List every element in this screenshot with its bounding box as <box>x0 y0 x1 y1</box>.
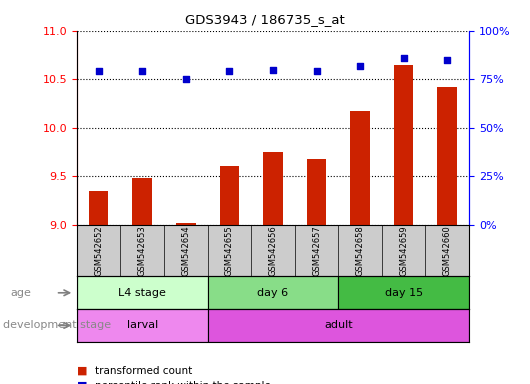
Bar <box>77 309 208 342</box>
Point <box>443 57 452 63</box>
Text: GSM542655: GSM542655 <box>225 225 234 276</box>
Text: ■: ■ <box>77 381 87 384</box>
Text: GSM542657: GSM542657 <box>312 225 321 276</box>
Text: percentile rank within the sample: percentile rank within the sample <box>95 381 271 384</box>
Point <box>400 55 408 61</box>
Text: age: age <box>11 288 31 298</box>
Bar <box>394 65 413 225</box>
Text: day 15: day 15 <box>385 288 423 298</box>
Bar <box>219 167 239 225</box>
Bar <box>89 191 109 225</box>
Text: GSM542656: GSM542656 <box>269 225 277 276</box>
Bar <box>132 178 152 225</box>
Text: GSM542653: GSM542653 <box>138 225 147 276</box>
Text: GSM542658: GSM542658 <box>356 225 365 276</box>
Text: adult: adult <box>324 320 352 331</box>
Bar <box>77 276 208 309</box>
Point <box>138 68 146 74</box>
Point <box>182 76 190 82</box>
Bar <box>176 223 196 225</box>
Point <box>356 63 364 69</box>
Bar <box>437 87 457 225</box>
Text: development stage: development stage <box>3 320 111 331</box>
Text: ■: ■ <box>77 366 87 376</box>
Bar <box>208 309 469 342</box>
Text: GSM542652: GSM542652 <box>94 225 103 276</box>
Point <box>94 68 103 74</box>
Text: GSM542654: GSM542654 <box>181 225 190 276</box>
Bar <box>307 159 326 225</box>
Bar <box>350 111 370 225</box>
Text: transformed count: transformed count <box>95 366 192 376</box>
Text: GDS3943 / 186735_s_at: GDS3943 / 186735_s_at <box>185 13 345 26</box>
Text: day 6: day 6 <box>258 288 288 298</box>
Bar <box>208 276 338 309</box>
Text: GSM542659: GSM542659 <box>399 225 408 276</box>
Point <box>225 68 234 74</box>
Point <box>312 68 321 74</box>
Bar <box>263 152 283 225</box>
Point <box>269 66 277 73</box>
Text: L4 stage: L4 stage <box>118 288 166 298</box>
Text: larval: larval <box>127 320 158 331</box>
Bar <box>338 276 469 309</box>
Text: GSM542660: GSM542660 <box>443 225 452 276</box>
